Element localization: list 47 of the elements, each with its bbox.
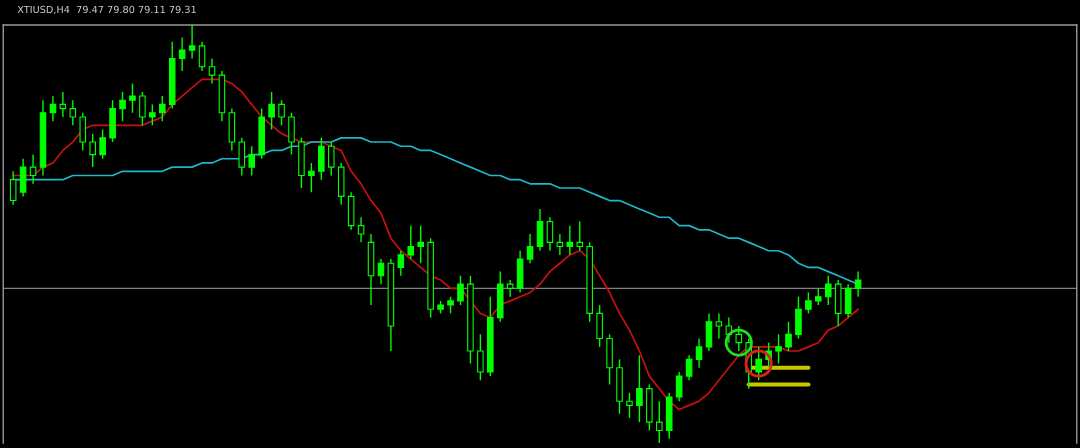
chart-title: XTIUSD,H4 79.47 79.80 79.11 79.31 bbox=[17, 5, 196, 15]
candlestick bbox=[149, 103, 156, 127]
candlestick bbox=[178, 36, 186, 72]
candlestick bbox=[755, 346, 762, 381]
candlestick bbox=[119, 91, 126, 122]
candlestick bbox=[99, 128, 106, 160]
candlestick bbox=[248, 145, 256, 177]
candlestick bbox=[546, 216, 554, 252]
candlestick bbox=[785, 321, 792, 352]
candlestick bbox=[158, 95, 166, 122]
candlestick bbox=[626, 392, 633, 419]
candlestick bbox=[854, 270, 862, 298]
candlestick bbox=[188, 25, 196, 60]
candlestick bbox=[397, 250, 405, 277]
candlestick bbox=[139, 91, 146, 127]
candlestick bbox=[69, 99, 77, 127]
candlestick bbox=[29, 153, 37, 185]
candlestick bbox=[636, 354, 643, 423]
candlestick bbox=[327, 141, 335, 177]
candlestick bbox=[208, 57, 216, 85]
candlestick bbox=[824, 275, 832, 306]
candlestick bbox=[526, 233, 534, 264]
candlestick bbox=[89, 132, 96, 168]
candlestick bbox=[655, 400, 663, 443]
candlestick bbox=[357, 216, 365, 244]
candlestick bbox=[506, 279, 514, 298]
candlestick bbox=[457, 275, 464, 306]
candlestick bbox=[735, 325, 743, 352]
candlestick bbox=[278, 99, 285, 127]
candlestick bbox=[805, 291, 812, 315]
candlestick bbox=[308, 162, 315, 193]
candlestick bbox=[198, 41, 206, 72]
candlestick bbox=[695, 337, 703, 369]
candlestick bbox=[129, 82, 136, 114]
candlestick bbox=[685, 354, 693, 381]
candlestick bbox=[715, 312, 723, 340]
candlestick bbox=[675, 371, 683, 402]
candlestick bbox=[268, 91, 275, 131]
candlestick bbox=[556, 233, 564, 256]
candlestick bbox=[477, 333, 484, 381]
candlestick bbox=[407, 224, 415, 260]
candlestick bbox=[59, 91, 67, 118]
candlestick bbox=[9, 170, 17, 206]
candlestick bbox=[566, 224, 574, 256]
candlestick bbox=[417, 224, 425, 264]
candlestick bbox=[775, 333, 782, 365]
candlestick bbox=[576, 220, 584, 252]
